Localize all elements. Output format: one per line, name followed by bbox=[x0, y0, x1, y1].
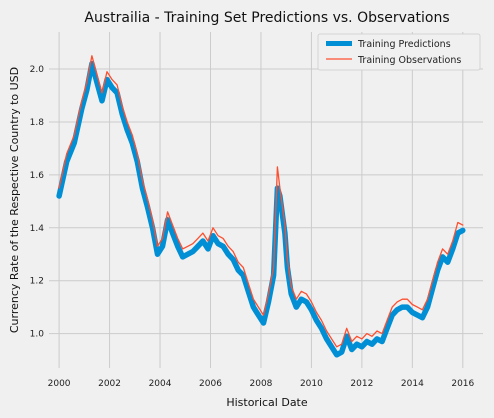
x-tick-label: 2014 bbox=[401, 379, 424, 389]
y-axis-label: Currency Rate of the Respective Country … bbox=[8, 67, 21, 333]
x-tick-label: 2010 bbox=[300, 379, 323, 389]
legend-swatch-predictions bbox=[326, 41, 352, 46]
x-tick-label: 2006 bbox=[199, 379, 222, 389]
y-tick-label: 1.8 bbox=[30, 118, 45, 128]
chart-title: Austrailia - Training Set Predictions vs… bbox=[84, 10, 449, 26]
x-tick-label: 2012 bbox=[350, 379, 373, 389]
x-axis-ticks: 2000 2002 2004 2006 2008 2010 2012 2014 2016 bbox=[48, 379, 475, 389]
y-tick-label: 1.2 bbox=[30, 277, 44, 287]
legend-box bbox=[317, 33, 481, 71]
y-tick-label: 1.0 bbox=[30, 330, 45, 340]
y-tick-label: 1.6 bbox=[30, 171, 45, 181]
y-tick-label: 2.0 bbox=[30, 65, 45, 75]
x-tick-label: 2016 bbox=[451, 379, 474, 389]
series-line-training-observations bbox=[58, 55, 464, 348]
series-line-training-predictions bbox=[56, 60, 466, 358]
y-tick-label: 1.4 bbox=[30, 224, 45, 234]
x-axis-label: Historical Date bbox=[226, 396, 308, 409]
grid-lines bbox=[49, 32, 483, 368]
series-layer bbox=[56, 55, 466, 358]
y-axis-ticks: 1.0 1.2 1.4 1.6 1.8 2.0 bbox=[30, 65, 45, 340]
x-tick-label: 2008 bbox=[250, 379, 273, 389]
legend: Training Predictions Training Observatio… bbox=[317, 33, 481, 71]
legend-label-observations: Training Observations bbox=[357, 55, 461, 66]
x-tick-label: 2002 bbox=[98, 379, 121, 389]
x-tick-label: 2000 bbox=[48, 379, 71, 389]
x-tick-label: 2004 bbox=[149, 379, 172, 389]
legend-label-predictions: Training Predictions bbox=[357, 39, 451, 50]
